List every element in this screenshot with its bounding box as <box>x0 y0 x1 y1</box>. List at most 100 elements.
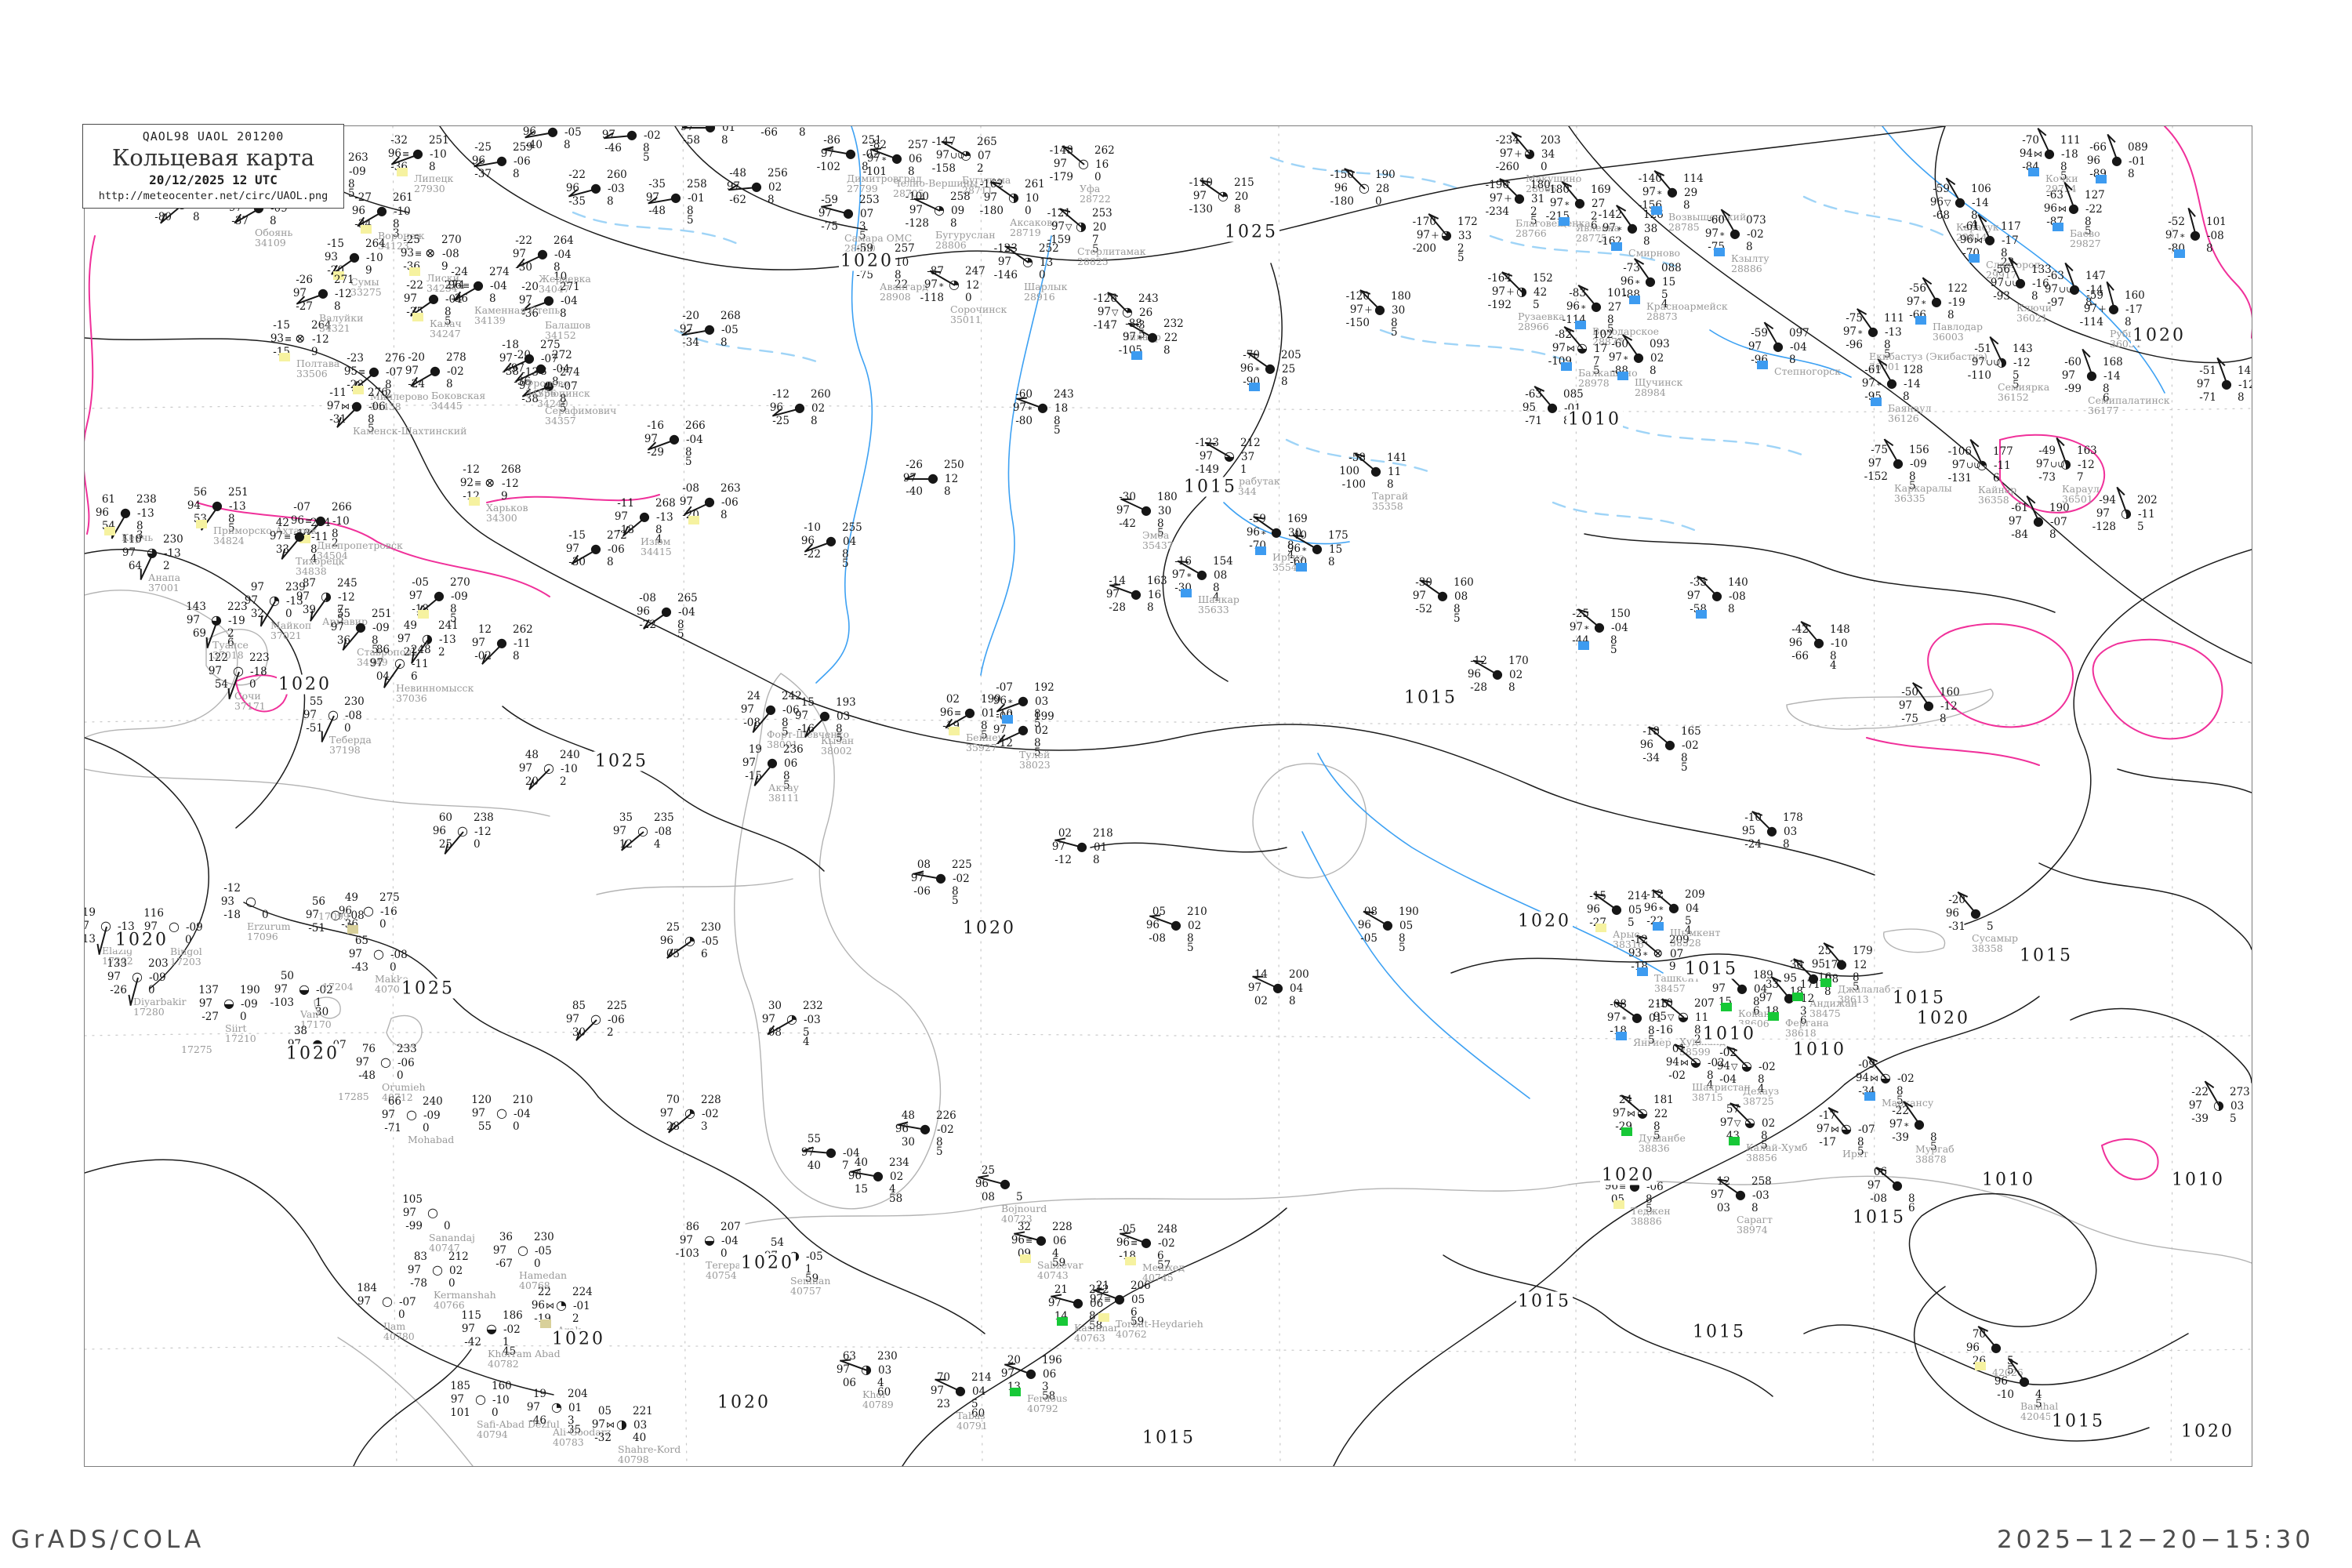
precip-highlight <box>412 313 423 321</box>
pressure-tendency: 29 <box>1684 187 1698 199</box>
station-pressure: 114 <box>1683 172 1704 185</box>
pressure-tendency: -10 <box>332 515 350 528</box>
sky-cover-icon: ● <box>2108 301 2119 316</box>
sky-cover-icon: ● <box>1547 400 1558 415</box>
pressure-tendency: -04 <box>445 293 463 306</box>
sky-cover-icon: ● <box>1955 194 1965 209</box>
station-humidity: 97 <box>405 365 419 377</box>
sky-cover-icon: ● <box>120 505 131 520</box>
station-pressure: 143 <box>2013 343 2033 355</box>
precip-highlight <box>409 267 420 276</box>
sky-cover-icon: ◑ <box>321 589 332 604</box>
station-dewpoint: 39 <box>302 604 316 616</box>
station-pressure: 128 <box>1903 364 1923 376</box>
sky-cover-icon: ● <box>2111 153 2122 168</box>
sky-cover-icon: ⊗ <box>295 331 306 346</box>
low-cloud-group: 8 <box>1147 601 1154 614</box>
low-cloud-group: 0 <box>1039 269 1046 281</box>
pressure-tendency: 42 <box>1534 286 1548 299</box>
station-humidity: 97 <box>742 757 756 769</box>
station-pressure: 276 <box>385 352 405 365</box>
station-temperature: -142 <box>1598 209 1622 221</box>
station-name-label: Щучинск 28984 <box>1635 376 1683 398</box>
station-name-label: Майкоп 37021 <box>270 619 312 641</box>
station-name-label: Сумы 33275 <box>350 276 382 298</box>
station-pressure: 111 <box>1884 312 1904 325</box>
station-temperature: -63 <box>1525 388 1542 401</box>
sky-cover-icon: ● <box>368 364 379 379</box>
pressure-tendency: 30 <box>1158 505 1172 517</box>
station-name-label: Актау 38111 <box>768 782 800 804</box>
station-temperature: -61 <box>1962 220 1980 233</box>
station-humidity: 97 <box>1097 306 1111 318</box>
station-humidity: 96 <box>351 205 365 217</box>
station-pressure: 160 <box>2125 289 2145 302</box>
sky-cover-icon: ● <box>1591 299 1602 314</box>
station-pressure: 152 <box>1533 272 1553 285</box>
station-temperature: -75 <box>1846 312 1863 325</box>
sky-cover-icon: ◑ <box>2121 506 2132 521</box>
station-pressure: 169 <box>1287 513 1308 525</box>
low-cloud-group: 8 10 <box>554 261 568 283</box>
pressure-tendency: -10 <box>394 205 411 218</box>
station-name-label: Фролово 34356 <box>525 377 569 399</box>
station-dewpoint: -31 <box>329 413 347 426</box>
station-pressure: 163 <box>1147 575 1167 587</box>
weather-symbol: ⋈ <box>2034 149 2042 159</box>
station-humidity: 97 <box>1748 340 1762 353</box>
sky-cover-icon: ● <box>1667 184 1678 199</box>
sky-cover-icon: ● <box>2068 201 2079 216</box>
station-temperature: -63 <box>2047 270 2064 282</box>
contour-lines-layer <box>85 126 2252 1466</box>
pressure-tendency: -18 <box>250 666 267 678</box>
precip-highlight <box>1575 321 1586 329</box>
weather-symbol: ≡ <box>415 249 423 259</box>
station-dewpoint: -18 <box>617 524 634 536</box>
low-cloud-group: 8 <box>607 195 614 208</box>
weather-symbol: ⋈ <box>341 401 350 412</box>
pressure-tendency: -22 <box>2085 203 2103 216</box>
station-temperature: -49 <box>2038 445 2056 457</box>
station-dewpoint: 69 <box>192 627 206 640</box>
station-name-label: Армавир <box>322 615 368 627</box>
weather-symbol: ∪∪ <box>1986 358 2001 368</box>
pressure-tendency: -04 <box>1790 341 1807 354</box>
weather-symbol: ∗ <box>1581 302 1587 312</box>
station-pressure: 270 <box>441 234 462 246</box>
station-dewpoint: -128 <box>905 217 929 230</box>
pressure-tendency: -13 <box>229 500 246 513</box>
station-name-label: Карасук 29814 <box>1956 221 1999 243</box>
pressure-tendency: 16 <box>1148 589 1162 601</box>
station-dewpoint: -51 <box>306 722 323 735</box>
station-pressure: 268 <box>501 463 521 476</box>
low-cloud-group: 8 <box>489 292 496 305</box>
region-index-label: 17285 <box>338 1091 369 1102</box>
station-dewpoint: -260 <box>1495 161 1519 173</box>
station-name-label: Рузаевка 28966 <box>1518 310 1565 332</box>
sky-cover-icon: ● <box>1370 463 1381 478</box>
weather-symbol: ∪∪ <box>2050 459 2065 470</box>
station-dewpoint: -08 <box>743 717 760 729</box>
station-temperature: 97 <box>250 581 264 593</box>
low-cloud-group: 9 <box>441 260 448 273</box>
pressure-tendency: -19 <box>228 615 245 627</box>
bulletin-id: QAOL98 UAOL 201200 <box>142 129 285 143</box>
pressure-tendency: 06 <box>909 153 923 165</box>
station-pressure: 190 <box>2049 502 2070 514</box>
station-pressure: 259 <box>513 141 533 154</box>
station-temperature: 49 <box>403 619 417 632</box>
station-humidity: 97 <box>997 256 1011 268</box>
station-humidity: 97 <box>680 125 694 133</box>
station-temperature: -18 <box>502 339 519 351</box>
station-name-label: Шалкар 35633 <box>1198 593 1240 615</box>
sky-cover-icon: ● <box>547 125 558 139</box>
station-temperature: -70 <box>2022 134 2039 147</box>
station-temperature: -56 <box>1993 263 2010 276</box>
station-pressure: 089 <box>2128 141 2148 154</box>
low-cloud-group: 8 <box>2031 290 2038 303</box>
